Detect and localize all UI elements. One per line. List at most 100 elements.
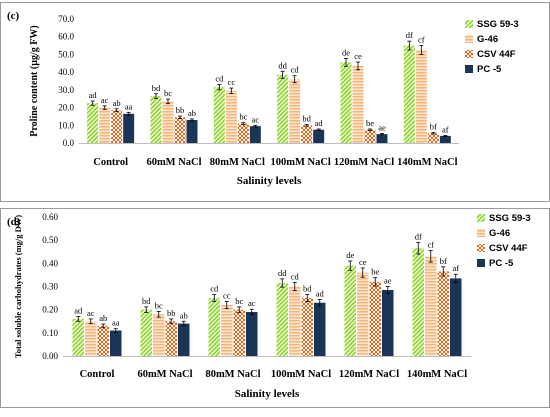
x-tick-label: 140mM NaCl bbox=[407, 369, 467, 380]
data-label: ac bbox=[101, 95, 109, 105]
x-axis-title: Salinity levels bbox=[235, 388, 300, 400]
legend-label-g-46: G-46 bbox=[489, 228, 510, 239]
x-tick-label: 80mM NaCl bbox=[205, 369, 260, 380]
data-label: cd bbox=[215, 74, 224, 84]
legend-label-csv-44f: CSV 44F bbox=[489, 243, 528, 254]
x-tick-label: 100mM NaCl bbox=[270, 157, 330, 168]
bar-g-46-80mm-nacl bbox=[221, 305, 233, 356]
data-label: de bbox=[342, 48, 350, 58]
bar-ssg-59-3-80mm-nacl bbox=[213, 87, 225, 143]
data-label: ad bbox=[74, 306, 83, 316]
data-label: ab bbox=[180, 310, 188, 320]
y-tick-label: 0.0 bbox=[63, 138, 75, 148]
data-label: ab bbox=[188, 108, 196, 118]
data-label: bc bbox=[155, 301, 163, 311]
data-label: ad bbox=[316, 288, 325, 298]
bar-g-46-60mm-nacl bbox=[162, 101, 174, 143]
x-tick-label: 120mM NaCl bbox=[339, 369, 399, 380]
bar-csv-44f-140mm-nacl bbox=[427, 133, 439, 143]
bar-g-46-control bbox=[99, 107, 111, 143]
y-tick-label: 30.0 bbox=[58, 85, 74, 95]
y-tick-label: 0.20 bbox=[42, 305, 58, 315]
bar-csv-44f-80mm-nacl bbox=[233, 309, 245, 356]
data-label: cd bbox=[210, 284, 219, 294]
data-label: cc bbox=[223, 291, 231, 301]
legend-label-ssg-59-3: SSG 59-3 bbox=[477, 19, 519, 30]
legend-swatch-g-46 bbox=[477, 229, 485, 237]
data-label: cd bbox=[291, 65, 300, 75]
data-label: af bbox=[452, 263, 459, 273]
data-label: dd bbox=[278, 60, 287, 70]
bar-ssg-59-3-100mm-nacl bbox=[277, 74, 289, 143]
data-label: be bbox=[371, 267, 379, 277]
data-label: ab bbox=[113, 98, 121, 108]
data-label: df bbox=[406, 30, 413, 40]
legend-swatch-csv-44f bbox=[465, 50, 473, 58]
bar-pc-5-100mm-nacl bbox=[314, 302, 326, 356]
bar-g-46-60mm-nacl bbox=[153, 314, 165, 356]
data-label: af bbox=[442, 124, 449, 134]
legend-label-ssg-59-3: SSG 59-3 bbox=[489, 213, 531, 224]
legend-swatch-csv-44f bbox=[477, 244, 485, 252]
x-tick-label: 100mM NaCl bbox=[271, 369, 331, 380]
data-label: bd bbox=[152, 83, 161, 93]
data-label: ae bbox=[378, 122, 386, 132]
x-tick-label: Control bbox=[93, 157, 128, 168]
panel-label: (d) bbox=[7, 216, 21, 228]
bar-csv-44f-100mm-nacl bbox=[301, 298, 313, 356]
bar-csv-44f-control bbox=[111, 110, 123, 143]
bar-csv-44f-120mm-nacl bbox=[369, 281, 381, 356]
bar-pc-5-60mm-nacl bbox=[186, 119, 198, 143]
bar-g-46-100mm-nacl bbox=[289, 286, 301, 356]
bar-pc-5-control bbox=[123, 113, 135, 143]
x-tick-label: 140mM NaCl bbox=[397, 157, 457, 168]
bar-g-46-140mm-nacl bbox=[425, 256, 437, 356]
data-label: ac bbox=[248, 298, 256, 308]
bar-g-46-control bbox=[85, 321, 97, 356]
data-label: ad bbox=[315, 118, 324, 128]
x-tick-label: 60mM NaCl bbox=[146, 157, 201, 168]
y-tick-label: 60.0 bbox=[58, 32, 74, 42]
data-label: cf bbox=[427, 240, 434, 250]
data-label: bc bbox=[235, 296, 243, 306]
x-tick-label: 80mM NaCl bbox=[210, 157, 265, 168]
y-tick-label: 10.0 bbox=[58, 120, 74, 130]
data-label: ce bbox=[354, 51, 362, 61]
data-label: be bbox=[366, 118, 374, 128]
bar-ssg-59-3-120mm-nacl bbox=[340, 62, 352, 143]
y-tick-label: 70.0 bbox=[58, 14, 74, 24]
data-label: bc bbox=[239, 112, 247, 122]
y-tick-label: 0.00 bbox=[42, 351, 58, 361]
data-label: bf bbox=[430, 122, 437, 132]
bar-pc-5-80mm-nacl bbox=[249, 126, 261, 143]
data-label: bd bbox=[142, 296, 151, 306]
bar-pc-5-80mm-nacl bbox=[246, 311, 258, 356]
y-tick-label: 0.60 bbox=[42, 212, 58, 222]
bar-ssg-59-3-100mm-nacl bbox=[276, 283, 288, 356]
x-tick-label: 60mM NaCl bbox=[137, 369, 192, 380]
bar-ssg-59-3-140mm-nacl bbox=[412, 248, 424, 356]
bar-pc-5-120mm-nacl bbox=[382, 289, 394, 356]
data-label: cf bbox=[418, 35, 425, 45]
x-tick-label: 120mM NaCl bbox=[334, 157, 394, 168]
data-label: bb bbox=[167, 308, 176, 318]
bar-ssg-59-3-60mm-nacl bbox=[150, 96, 162, 143]
bar-ssg-59-3-140mm-nacl bbox=[403, 45, 415, 144]
y-tick-label: 50.0 bbox=[58, 49, 74, 59]
bar-g-46-140mm-nacl bbox=[415, 50, 427, 143]
data-label: cc bbox=[228, 77, 236, 87]
proline-chart: (c) 0.0 10.0 20.0 30.0 40.0 50.0 60.0 70.0 Prolin… bbox=[7, 10, 519, 187]
bar-g-46-80mm-nacl bbox=[225, 90, 237, 143]
data-label: ad bbox=[89, 90, 98, 100]
y-tick-label: 0.50 bbox=[42, 235, 58, 245]
data-label: ac bbox=[252, 114, 260, 124]
legend-label-csv-44f: CSV 44F bbox=[477, 49, 516, 60]
data-label: df bbox=[415, 231, 422, 241]
legend-swatch-g-46 bbox=[465, 35, 473, 43]
bar-pc-5-control bbox=[110, 330, 122, 356]
bar-pc-5-120mm-nacl bbox=[376, 134, 388, 143]
data-label: ab bbox=[99, 313, 107, 323]
y-axis-title: Proline content (µg/g FW) bbox=[29, 25, 40, 136]
data-label: aa bbox=[112, 318, 120, 328]
bar-g-46-120mm-nacl bbox=[357, 272, 369, 356]
